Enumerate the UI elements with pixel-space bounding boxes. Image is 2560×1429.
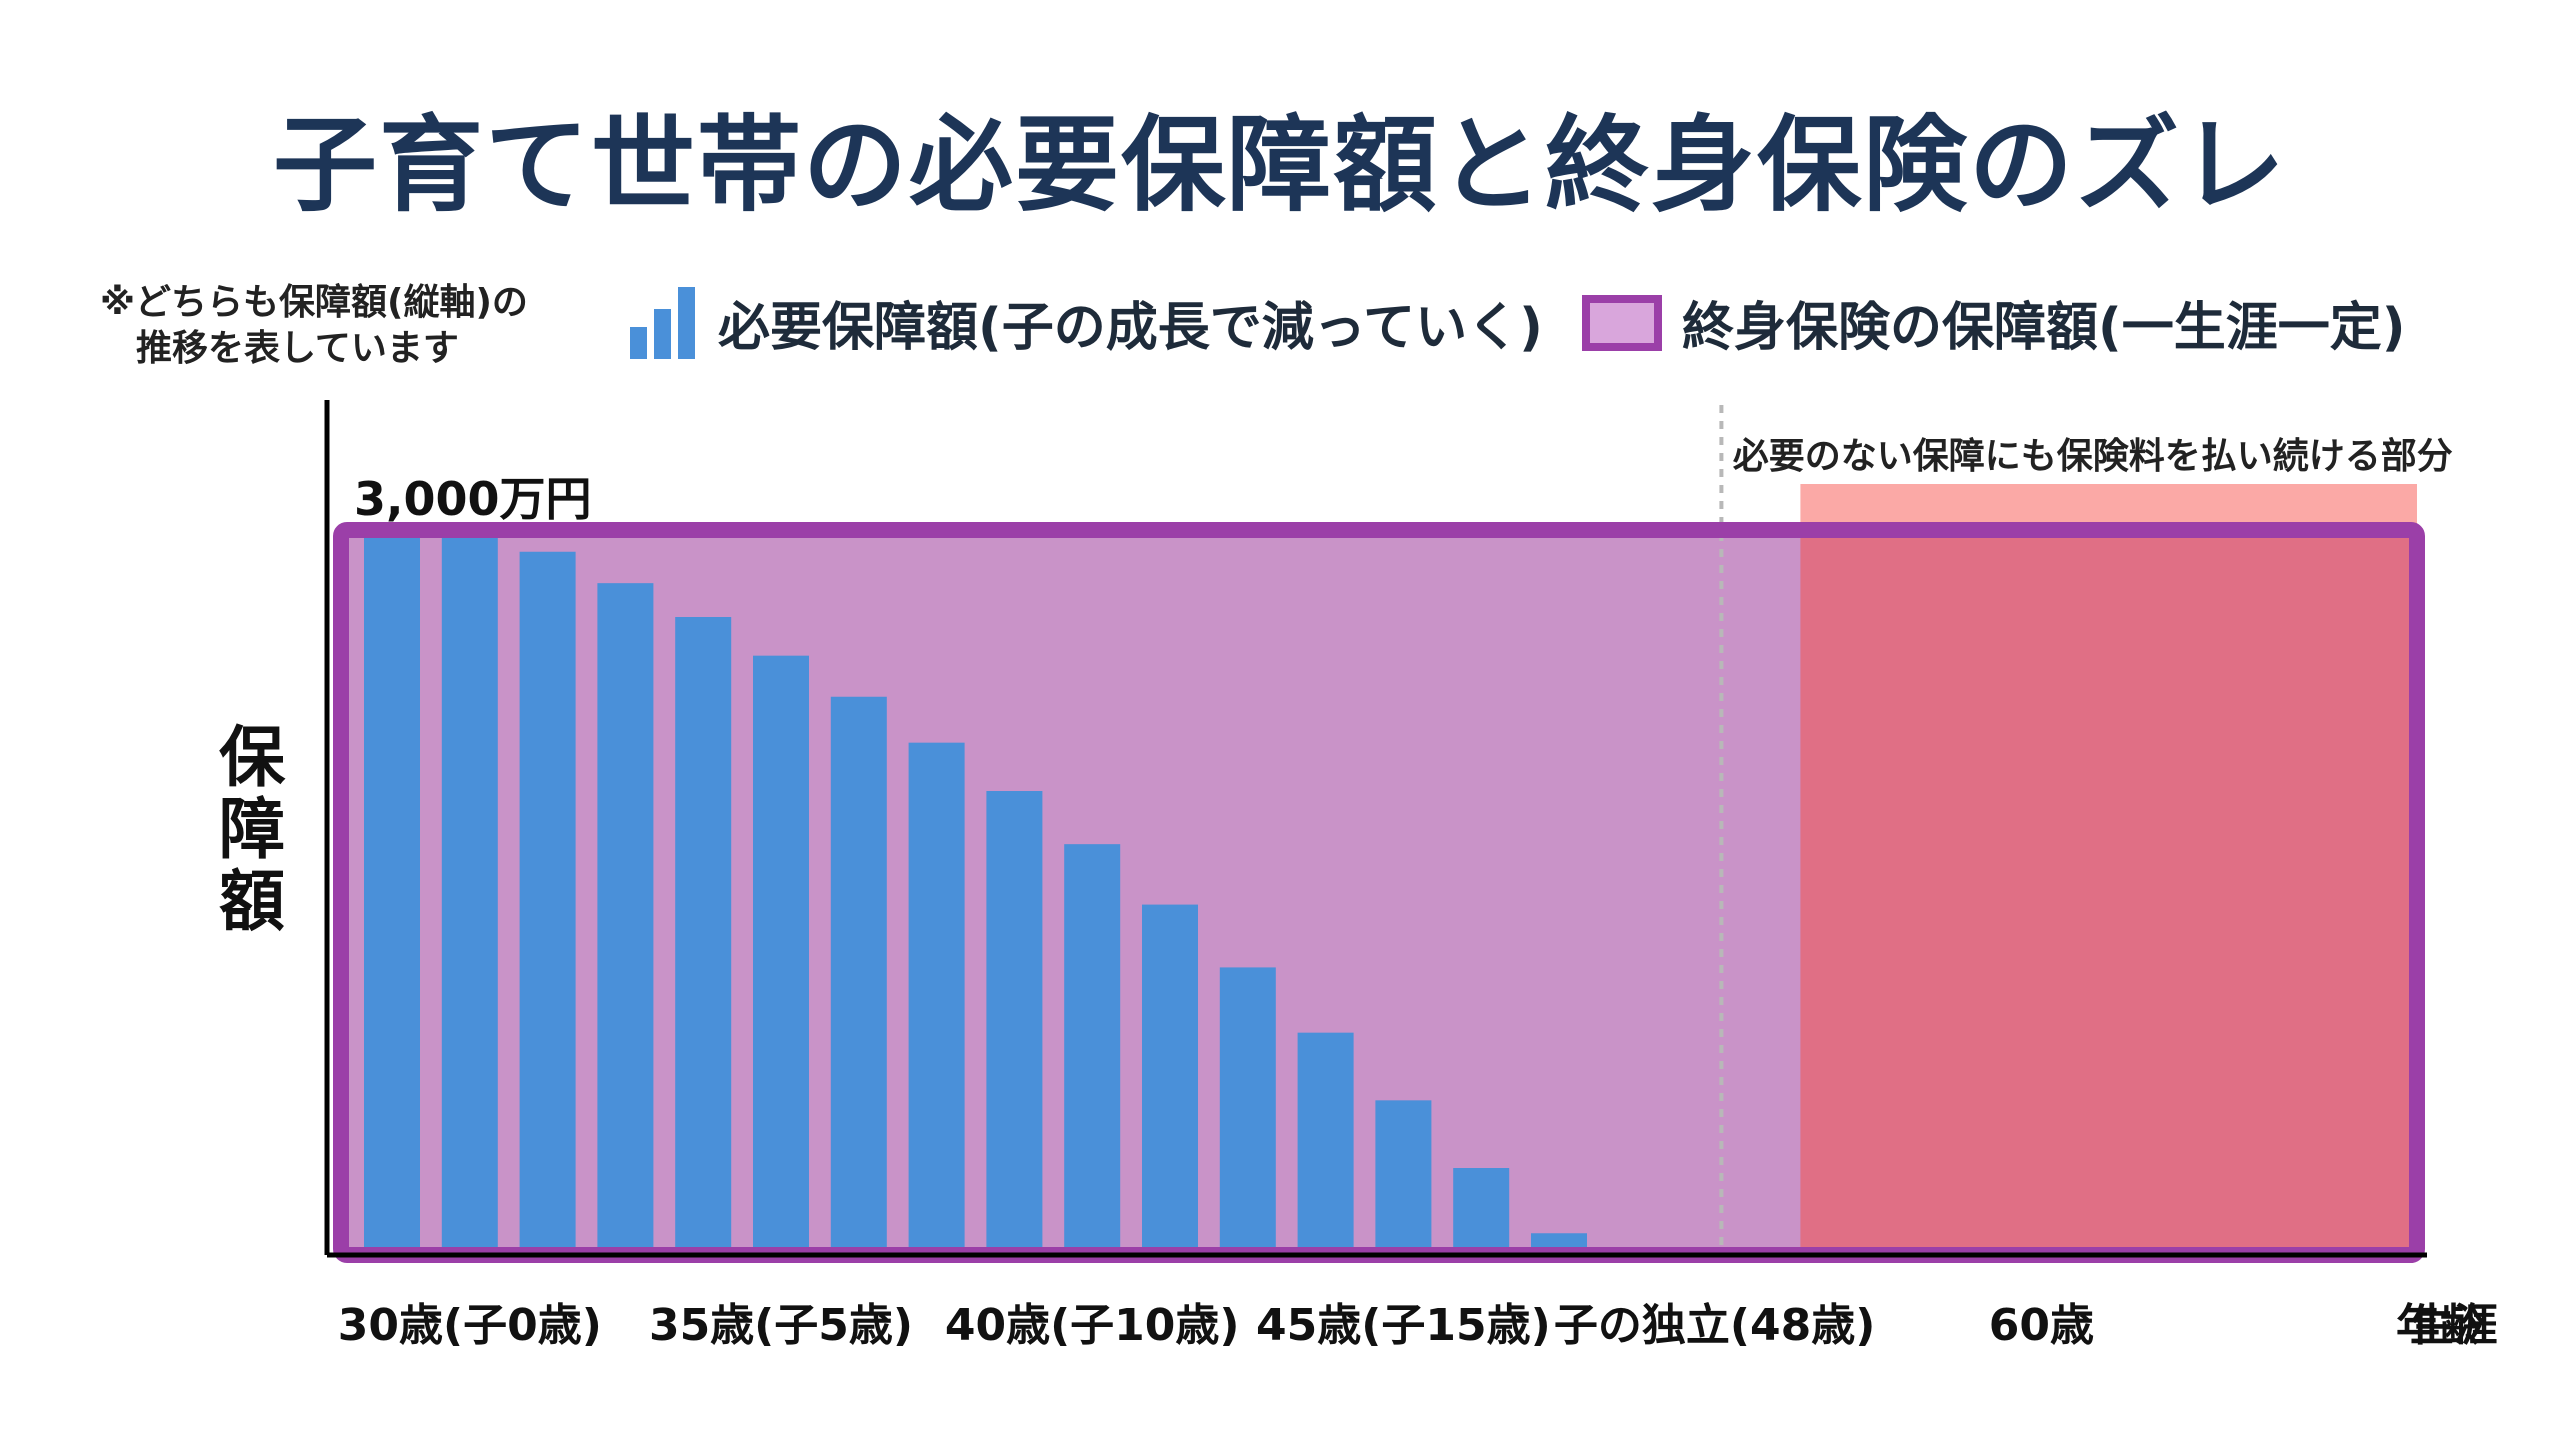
bar-age-43 [1375,1100,1432,1255]
bar-age-41 [1219,967,1276,1255]
bar-age-32 [519,551,576,1255]
x-tick-label-5: 60歳 [1989,1300,2094,1351]
bar-age-30 [364,530,420,1255]
x-tick-label-6: 生涯 [2410,1300,2498,1351]
axis-note-line2: 推移を表しています [136,328,459,369]
bar-age-33 [597,583,654,1255]
x-tick-label-0: 30歳(子0歳) [338,1300,602,1351]
bar-age-34 [675,617,732,1255]
x-tick-label-4: 子の独立(48歳) [1554,1300,1875,1351]
page-title: 子育て世帯の必要保障額と終身保険のズレ [272,104,2287,226]
bar-age-37 [908,742,965,1255]
legend-whole-life: 終身保険の保障額(一生涯一定) [1582,285,2406,360]
bar-age-44 [1453,1168,1510,1255]
bar-age-35 [753,655,809,1255]
y-max-label: 3,000万円 [354,472,592,526]
bar-chart-icon [630,286,700,359]
y-axis-label-char-1: 障 [219,791,285,868]
y-axis-label-char-2: 額 [219,863,285,940]
y-axis-label-char-0: 保 [219,719,286,796]
bar-age-40 [1142,904,1198,1255]
legend-whole-life-label: 終身保険の保障額(一生涯一定) [1682,298,2406,358]
bar-age-38 [986,791,1043,1255]
bar-age-39 [1064,844,1121,1255]
axis-note-line1: ※どちらも保障額(縦軸)の [100,282,528,323]
x-tick-label-2: 40歳(子10歳) [945,1300,1240,1351]
bar-age-31 [441,530,498,1255]
purple-rect-icon [1582,294,1662,351]
excess-annotation: 必要のない保障にも保険料を払い続ける部分 [1733,436,2453,477]
legend-required-coverage: 必要保障額(子の成長で減っていく) [630,285,1543,360]
x-axis-label: 年齢 [2396,1300,2484,1351]
excess-area [1800,530,2417,1255]
bar-age-36 [830,696,887,1255]
x-tick-label-3: 45歳(子15歳) [1256,1300,1551,1351]
x-tick-label-1: 35歳(子5歳) [649,1300,913,1351]
legend-required-coverage-label: 必要保障額(子の成長で減っていく) [718,298,1543,358]
axis-note: ※どちらも保障額(縦軸)の 推移を表しています [100,280,528,372]
bar-age-42 [1297,1032,1354,1255]
